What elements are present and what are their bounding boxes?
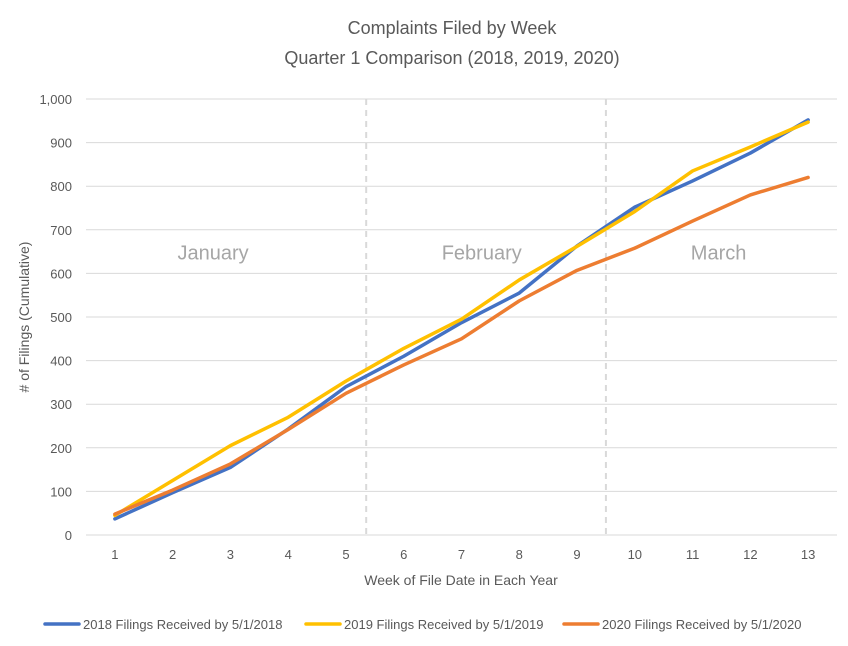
x-tick-label: 7 — [458, 547, 465, 562]
month-dividers — [365, 99, 607, 535]
x-tick-label: 8 — [516, 547, 523, 562]
y-axis-label: # of Filings (Cumulative) — [16, 242, 32, 393]
y-tick-label: 400 — [50, 354, 72, 369]
x-tick-label: 9 — [573, 547, 580, 562]
x-tick-label: 6 — [400, 547, 407, 562]
gridlines — [86, 98, 837, 536]
series-line-2 — [113, 120, 810, 518]
chart-subtitle: Quarter 1 Comparison (2018, 2019, 2020) — [284, 48, 619, 68]
chart-title: Complaints Filed by Week — [348, 18, 558, 38]
month-label: January — [178, 243, 249, 265]
x-tick-label: 1 — [111, 547, 118, 562]
series-lines — [113, 118, 810, 521]
x-tick-label: 11 — [686, 547, 700, 562]
x-tick-label: 13 — [801, 547, 815, 562]
y-tick-label: 300 — [50, 397, 72, 412]
month-labels: January February March — [178, 243, 747, 265]
y-axis-ticks: 0 100 200 300 400 500 600 700 800 900 1,000 — [39, 92, 72, 543]
y-tick-label: 0 — [65, 528, 72, 543]
legend-label: 2020 Filings Received by 5/1/2020 — [602, 617, 801, 632]
month-label: February — [442, 243, 522, 265]
x-tick-label: 12 — [743, 547, 757, 562]
x-tick-label: 4 — [285, 547, 292, 562]
x-axis-ticks: 1 2 3 4 5 6 7 8 9 10 11 12 13 — [111, 547, 815, 562]
legend-label: 2019 Filings Received by 5/1/2019 — [344, 617, 543, 632]
legend: 2018 Filings Received by 5/1/2018 2019 Fi… — [43, 617, 801, 632]
y-tick-label: 900 — [50, 136, 72, 151]
y-tick-label: 800 — [50, 179, 72, 194]
series-line-3 — [113, 175, 810, 516]
series-line-1 — [113, 118, 810, 521]
y-tick-label: 500 — [50, 310, 72, 325]
y-tick-label: 600 — [50, 266, 72, 281]
month-label: March — [691, 243, 747, 265]
x-tick-label: 3 — [227, 547, 234, 562]
y-tick-label: 700 — [50, 223, 72, 238]
x-axis-label: Week of File Date in Each Year — [364, 572, 558, 588]
y-tick-label: 100 — [50, 484, 72, 499]
x-tick-label: 10 — [628, 547, 642, 562]
legend-label: 2018 Filings Received by 5/1/2018 — [83, 617, 282, 632]
y-tick-label: 1,000 — [39, 92, 72, 107]
y-tick-label: 200 — [50, 441, 72, 456]
x-tick-label: 5 — [342, 547, 349, 562]
x-tick-label: 2 — [169, 547, 176, 562]
